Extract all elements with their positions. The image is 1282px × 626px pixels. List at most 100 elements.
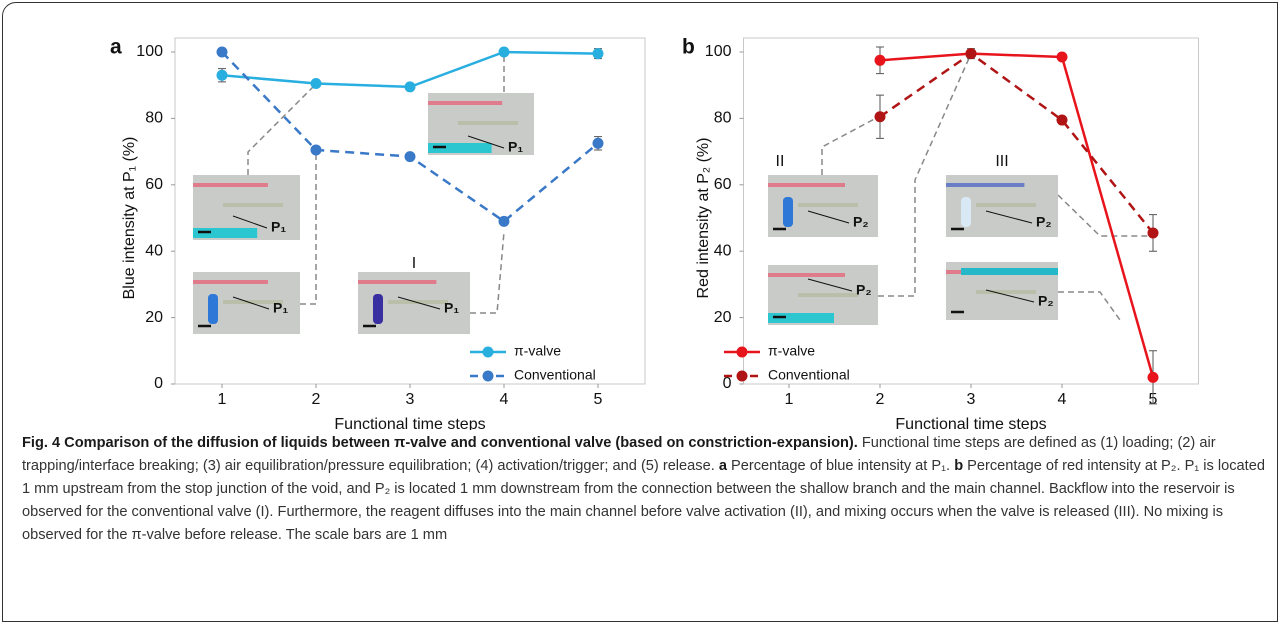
data-point (498, 46, 510, 58)
inset-roman: III (995, 153, 1008, 170)
inset-liquid (961, 268, 1058, 275)
data-point (310, 144, 322, 156)
inset-branch (976, 203, 1036, 207)
data-point (1147, 371, 1159, 383)
inset-liquid (768, 313, 834, 323)
inset-label: P₂ (1036, 214, 1052, 230)
inset-channel (193, 183, 268, 187)
y-tick-label: 100 (136, 43, 163, 60)
data-point (1056, 51, 1068, 63)
inset-leader (985, 289, 1035, 303)
caption-b-text: Percentage of red intensity at P₂. P₁ is… (22, 458, 1265, 543)
y-tick-label: 20 (145, 309, 163, 326)
caption-intro: Functional time steps are defined as (1)… (22, 435, 1216, 474)
connector (821, 115, 881, 175)
y-axis-title: Red intensity at P₂ (%) (695, 138, 712, 299)
inset-branch (388, 300, 448, 304)
legend-marker (736, 346, 748, 358)
inset-branch (458, 121, 518, 125)
data-point (404, 151, 416, 163)
x-tick-label: 5 (594, 391, 603, 408)
y-tick-label: 0 (154, 375, 163, 392)
inset-leader (807, 210, 850, 224)
inset-branch (798, 293, 858, 297)
inset-liquid (428, 143, 492, 153)
inset-label: P₁ (508, 139, 523, 155)
inset-leader (232, 215, 268, 229)
inset-label: P₁ (271, 219, 286, 235)
inset-channel (768, 273, 845, 277)
inset-liquid (208, 294, 218, 324)
inset-leader (467, 135, 505, 149)
y-axis-title: Blue intensity at P₁ (%) (121, 137, 138, 300)
x-tick-label: 2 (312, 391, 321, 408)
inset-channel (946, 183, 1025, 187)
data-point (874, 54, 886, 66)
x-tick-label: 4 (1058, 391, 1067, 408)
data-point (498, 215, 510, 227)
inset-roman: II (776, 153, 785, 170)
inset-channel (428, 101, 503, 105)
connector (470, 231, 505, 314)
inset-channel (358, 280, 437, 284)
inset-label: P₂ (856, 282, 872, 298)
y-tick-label: 80 (145, 110, 163, 127)
x-tick-label: 4 (500, 391, 509, 408)
legend-label: π-valve (768, 343, 815, 359)
data-point (1056, 114, 1068, 126)
y-tick-label: 40 (145, 242, 163, 259)
caption-title: Fig. 4 Comparison of the diffusion of li… (22, 435, 858, 451)
inset-leader (232, 296, 270, 310)
legend-marker (482, 346, 494, 358)
inset-channel (193, 280, 268, 284)
data-point (965, 48, 977, 60)
data-point (592, 48, 604, 60)
inset-leader (397, 296, 441, 310)
inset-label: P₁ (273, 300, 288, 316)
chart: a Blue intensity at P₁ (%) Functional time… (110, 36, 1199, 430)
legend-label: Conventional (514, 367, 596, 383)
series-line (879, 52, 1154, 234)
x-axis-title: Functional time steps (334, 416, 485, 430)
inset-branch (976, 290, 1036, 294)
x-tick-label: 3 (406, 391, 415, 408)
y-tick-label: 0 (723, 375, 732, 392)
caption: Fig. 4 Comparison of the diffusion of li… (22, 432, 1267, 547)
inset-branch (223, 203, 283, 207)
legend-label: Conventional (768, 367, 850, 383)
x-tick-label: 2 (876, 391, 885, 408)
legend-marker (736, 370, 748, 382)
connector (1057, 194, 1153, 237)
y-tick-label: 100 (705, 43, 732, 60)
inset-label: P₂ (1038, 293, 1054, 309)
inset-roman: I (412, 255, 416, 272)
connector (878, 55, 971, 297)
caption-a-text: Percentage of blue intensity at P₁. (731, 458, 951, 474)
inset-leader (985, 210, 1033, 224)
x-tick-label: 3 (967, 391, 976, 408)
panel-label: a (110, 36, 122, 59)
x-tick-label: 1 (785, 391, 794, 408)
inset-channel (768, 183, 845, 187)
inset-liquid (193, 228, 258, 238)
data-point (216, 46, 228, 58)
y-tick-label: 60 (714, 176, 732, 193)
data-point (404, 81, 416, 93)
x-axis-title: Functional time steps (895, 416, 1046, 430)
connector (247, 83, 317, 175)
connector (1058, 291, 1121, 321)
connector (300, 152, 317, 305)
inset-label: P₂ (853, 214, 869, 230)
x-tick-label: 1 (218, 391, 227, 408)
data-point (874, 111, 886, 123)
data-point (216, 69, 228, 81)
data-point (310, 78, 322, 90)
inset-liquid (373, 294, 383, 324)
legend-label: π-valve (514, 343, 561, 359)
inset-liquid (961, 197, 971, 227)
inset-leader (807, 278, 853, 292)
caption-a-label: a (718, 458, 727, 474)
caption-b-label: b (954, 458, 964, 474)
data-point (592, 137, 604, 149)
